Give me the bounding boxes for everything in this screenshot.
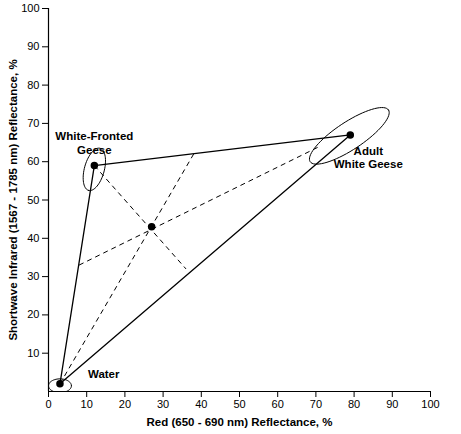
svg-text:100: 100 bbox=[421, 398, 439, 410]
svg-text:90: 90 bbox=[386, 398, 398, 410]
svg-text:0: 0 bbox=[45, 398, 51, 410]
svg-text:20: 20 bbox=[27, 308, 39, 320]
svg-text:Water: Water bbox=[88, 368, 120, 380]
svg-text:70: 70 bbox=[310, 398, 322, 410]
svg-text:White-FrontedGeese: White-FrontedGeese bbox=[55, 130, 133, 156]
svg-text:50: 50 bbox=[27, 194, 39, 206]
svg-text:50: 50 bbox=[233, 398, 245, 410]
svg-text:30: 30 bbox=[27, 270, 39, 282]
svg-text:20: 20 bbox=[119, 398, 131, 410]
svg-text:Shortwave Infrared (1567 - 178: Shortwave Infrared (1567 - 1785 nm) Refl… bbox=[7, 59, 19, 340]
svg-text:AdultWhite Geese: AdultWhite Geese bbox=[334, 145, 403, 171]
svg-text:60: 60 bbox=[27, 155, 39, 167]
svg-text:90: 90 bbox=[27, 40, 39, 52]
svg-text:Red (650 - 690 nm) Reflectance: Red (650 - 690 nm) Reflectance, % bbox=[147, 416, 333, 428]
svg-text:40: 40 bbox=[27, 232, 39, 244]
svg-text:80: 80 bbox=[27, 79, 39, 91]
svg-text:80: 80 bbox=[348, 398, 360, 410]
svg-text:60: 60 bbox=[272, 398, 284, 410]
svg-text:100: 100 bbox=[21, 2, 39, 14]
svg-text:10: 10 bbox=[27, 347, 39, 359]
svg-text:70: 70 bbox=[27, 117, 39, 129]
svg-text:10: 10 bbox=[81, 398, 93, 410]
svg-text:30: 30 bbox=[157, 398, 169, 410]
svg-text:40: 40 bbox=[195, 398, 207, 410]
